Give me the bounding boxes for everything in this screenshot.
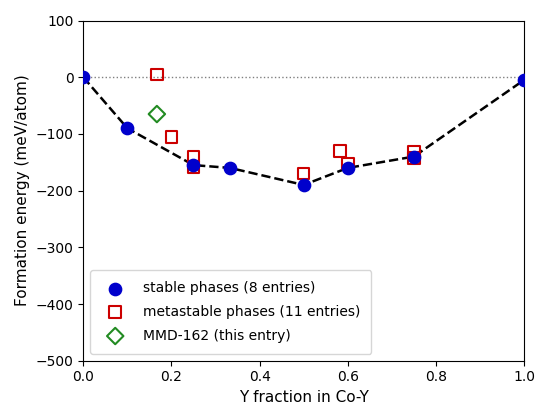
stable phases (8 entries): [226, 165, 234, 171]
stable phases (8 entries): [520, 77, 529, 84]
metastable phases (11 entries): [152, 71, 161, 78]
metastable phases (11 entries): [409, 149, 418, 155]
Legend: stable phases (8 entries), metastable phases (11 entries), MMD-162 (this entry): stable phases (8 entries), metastable ph…: [90, 270, 371, 354]
metastable phases (11 entries): [189, 163, 198, 170]
stable phases (8 entries): [299, 181, 308, 188]
metastable phases (11 entries): [189, 153, 198, 160]
metastable phases (11 entries): [299, 170, 308, 177]
metastable phases (11 entries): [336, 147, 345, 154]
MMD-162 (this entry): [152, 111, 161, 118]
metastable phases (11 entries): [343, 160, 352, 167]
X-axis label: Y fraction in Co-Y: Y fraction in Co-Y: [239, 390, 368, 405]
stable phases (8 entries): [79, 74, 87, 81]
metastable phases (11 entries): [409, 155, 418, 161]
metastable phases (11 entries): [167, 134, 176, 140]
stable phases (8 entries): [123, 125, 132, 131]
stable phases (8 entries): [343, 165, 352, 171]
Y-axis label: Formation energy (meV/atom): Formation energy (meV/atom): [15, 75, 30, 307]
stable phases (8 entries): [409, 153, 418, 160]
stable phases (8 entries): [189, 162, 198, 168]
